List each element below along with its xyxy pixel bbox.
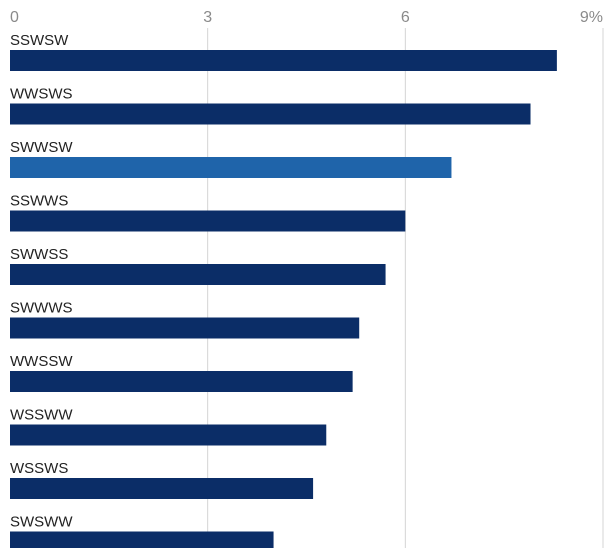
- bar: [10, 317, 360, 339]
- category-label: SWWWS: [10, 300, 72, 317]
- category-label: SWWSW: [10, 139, 73, 156]
- category-label: WSSWS: [10, 460, 68, 477]
- bar: [10, 424, 327, 446]
- x-tick-label: 9%: [580, 9, 603, 26]
- category-label: WSSWW: [10, 407, 73, 424]
- category-label: WWSWS: [10, 86, 72, 103]
- bar: [10, 157, 452, 178]
- bar: [10, 478, 314, 499]
- bar: [10, 50, 557, 71]
- category-labels: SSWSW WWSWS SWWSW SSWWS SWWSS SWWWS WWSSW WSSWW…: [10, 32, 73, 531]
- bars: [10, 50, 557, 548]
- category-label: SWSWW: [10, 514, 73, 531]
- x-tick-label: 0: [10, 9, 19, 26]
- category-label: SSWSW: [10, 32, 69, 49]
- bar: [10, 264, 386, 285]
- bar: [10, 103, 531, 125]
- x-tick-label: 3: [203, 9, 212, 26]
- category-label: SSWWS: [10, 193, 68, 210]
- bar: [10, 210, 406, 232]
- x-tick-label: 6: [401, 9, 410, 26]
- category-label: WWSSW: [10, 353, 73, 370]
- x-axis-ticks: 0 3 6 9%: [10, 9, 603, 26]
- category-label: SWWSS: [10, 246, 68, 263]
- bar: [10, 531, 274, 548]
- bar: [10, 371, 353, 392]
